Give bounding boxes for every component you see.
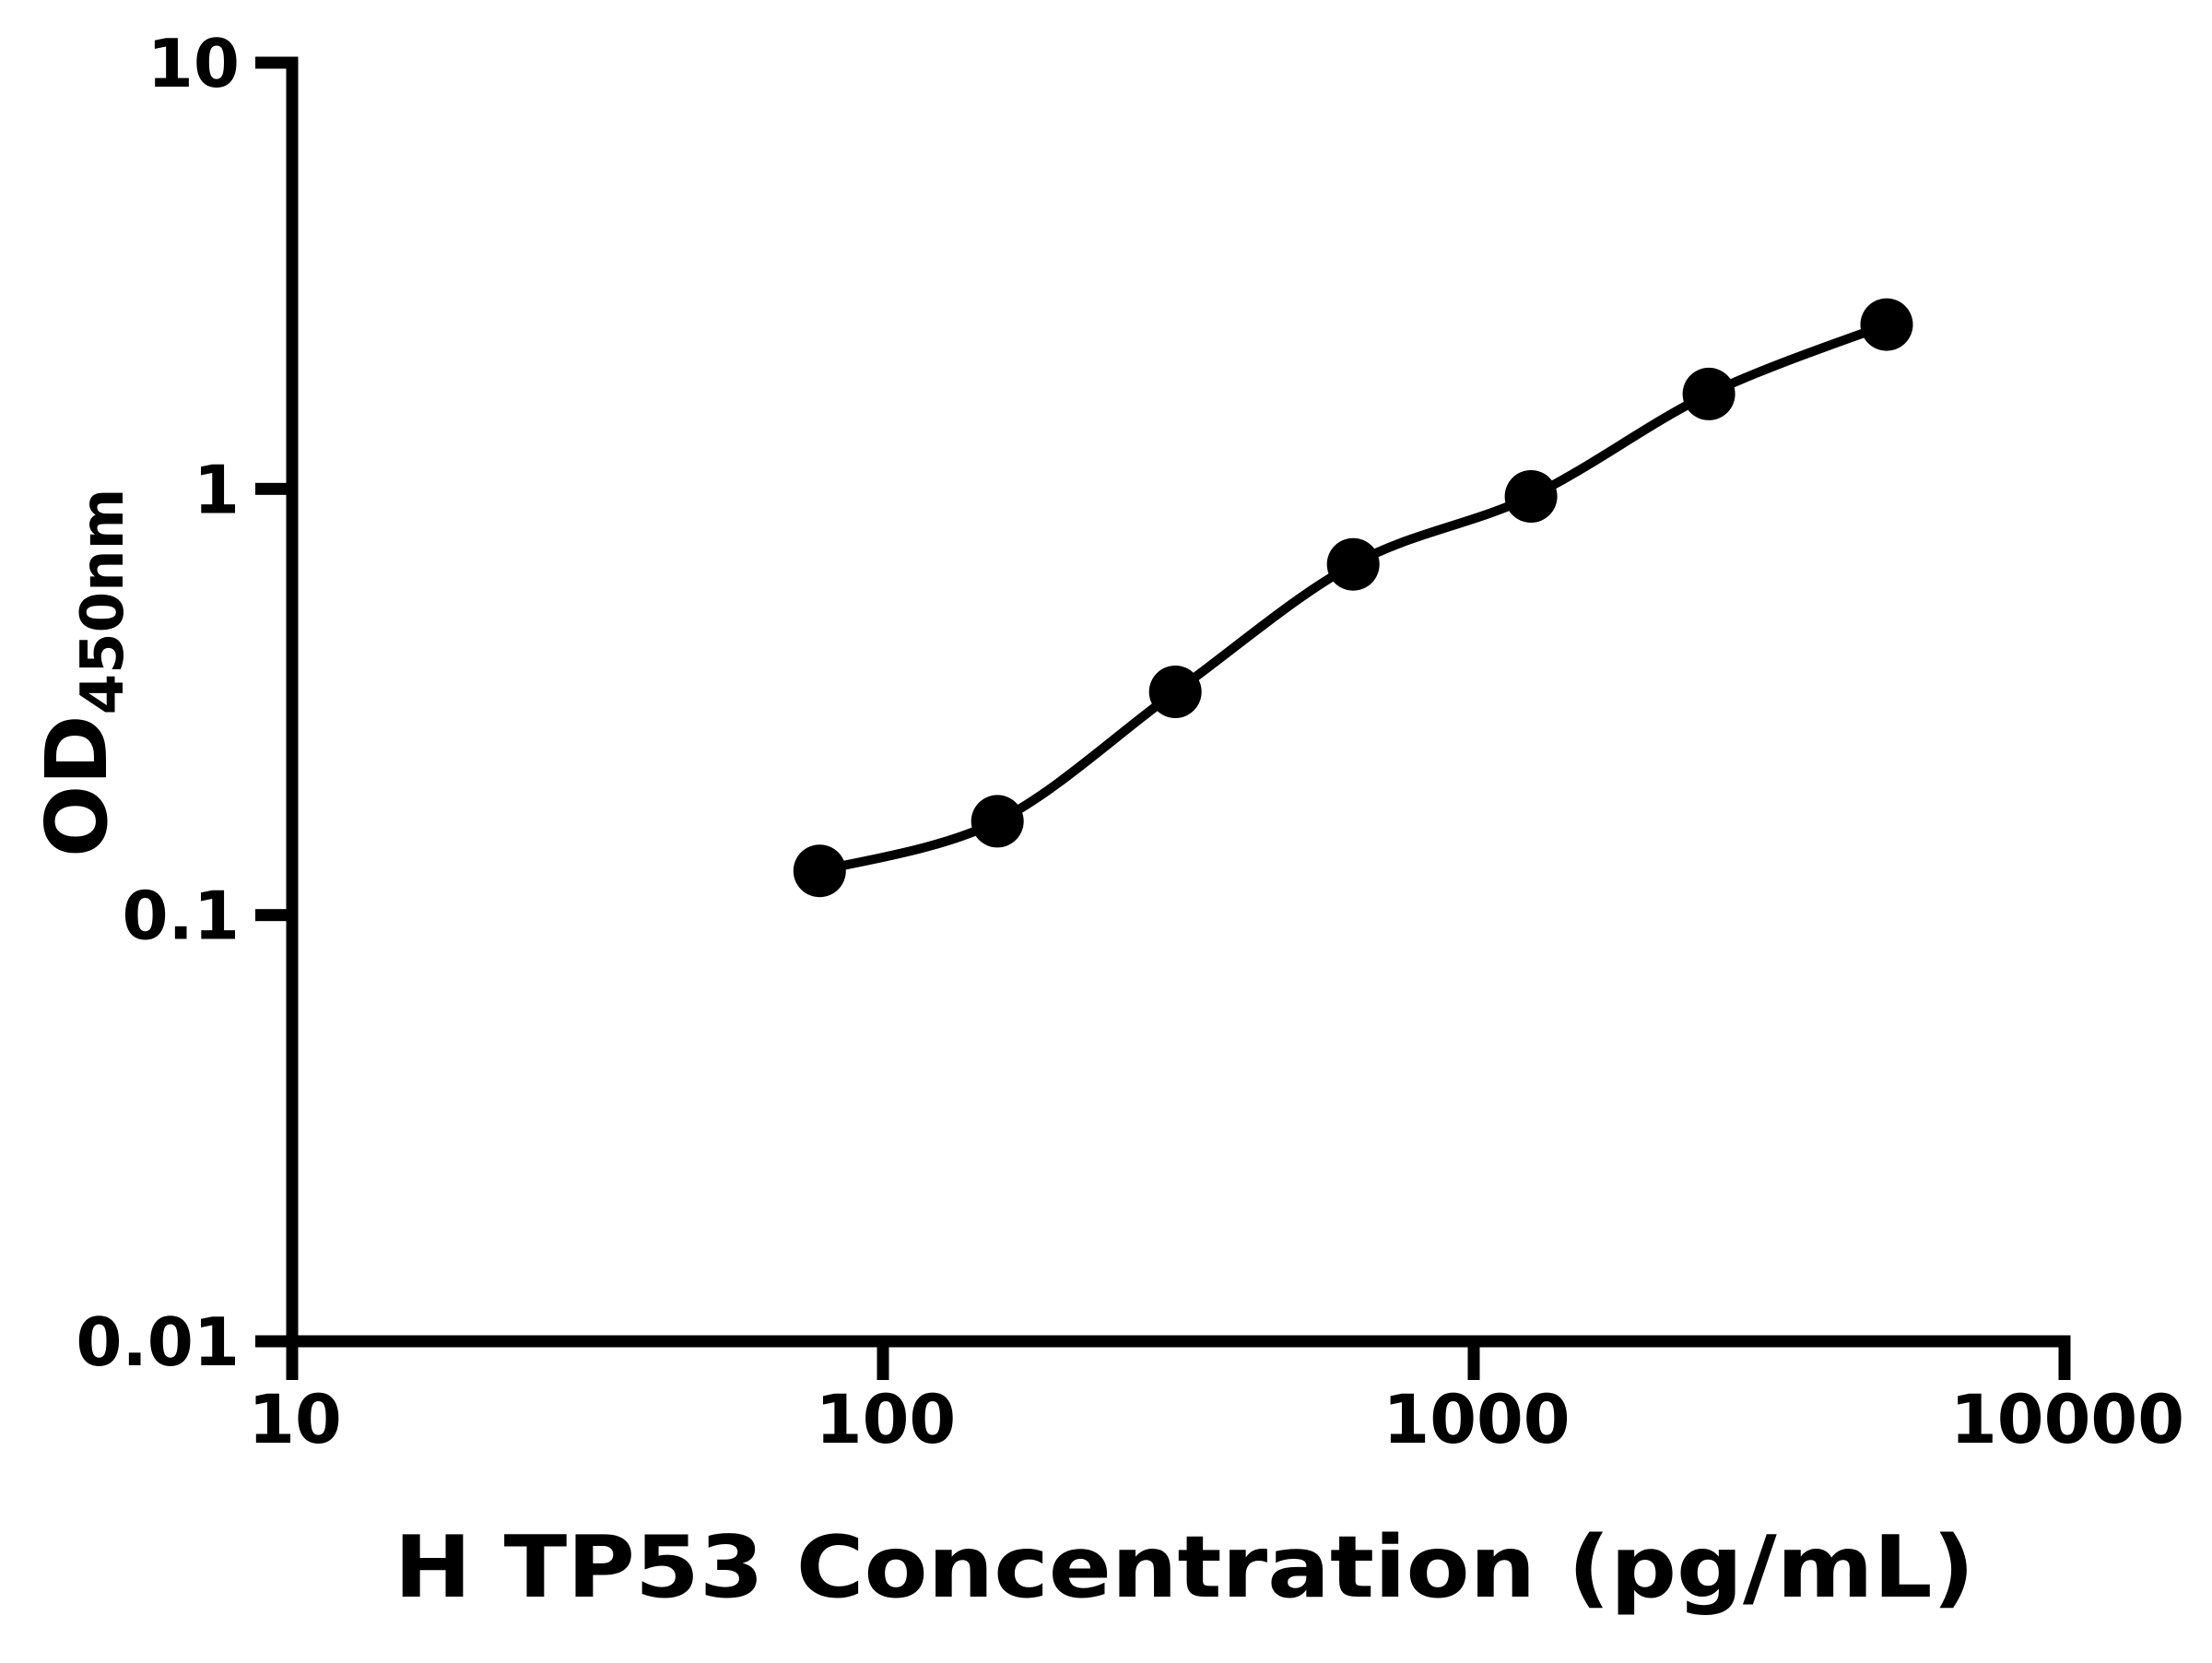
x-tick-label-10000: 10000 [1950, 1381, 2184, 1459]
y-axis-tick-0.01 [255, 1335, 292, 1348]
data-point-2 [971, 795, 1024, 848]
x-axis-tick-10000 [2058, 1341, 2071, 1380]
y-axis-tick-0.1 [255, 909, 292, 922]
x-axis-line [255, 1335, 2071, 1348]
y-axis-tick-1 [255, 482, 292, 495]
y-tick-label-10: 10 [147, 25, 240, 102]
y-tick-label-0.01: 0.01 [76, 1303, 240, 1381]
y-tick-label-0.1: 0.1 [122, 878, 240, 955]
y-tick-label-1: 1 [194, 451, 240, 528]
x-tick-label-1000: 1000 [1382, 1381, 1570, 1459]
data-point-4 [1326, 537, 1380, 591]
y-axis-tick-10 [255, 56, 292, 69]
axes-layer [255, 56, 2071, 1380]
x-axis-tick-1000 [1467, 1341, 1480, 1380]
data-point-7 [1860, 298, 1913, 351]
x-axis-tick-100 [877, 1341, 889, 1380]
x-axis-title: H TP53 Concentration (pg/mL) [394, 1517, 1975, 1617]
x-tick-label-10: 10 [248, 1381, 342, 1459]
data-point-5 [1504, 470, 1558, 523]
x-axis-tick-10 [286, 1341, 299, 1380]
y-axis-line [286, 56, 299, 1380]
data-point-3 [1148, 666, 1202, 718]
y-axis-title-subscript: 450nm [69, 489, 137, 715]
data-point-1 [793, 844, 846, 898]
x-tick-label-100: 100 [816, 1381, 956, 1459]
data-point-6 [1682, 367, 1735, 420]
y-axis-title-main: OD [28, 714, 126, 857]
y-axis-title: OD450nm [28, 489, 137, 857]
series-layer [793, 298, 1913, 898]
